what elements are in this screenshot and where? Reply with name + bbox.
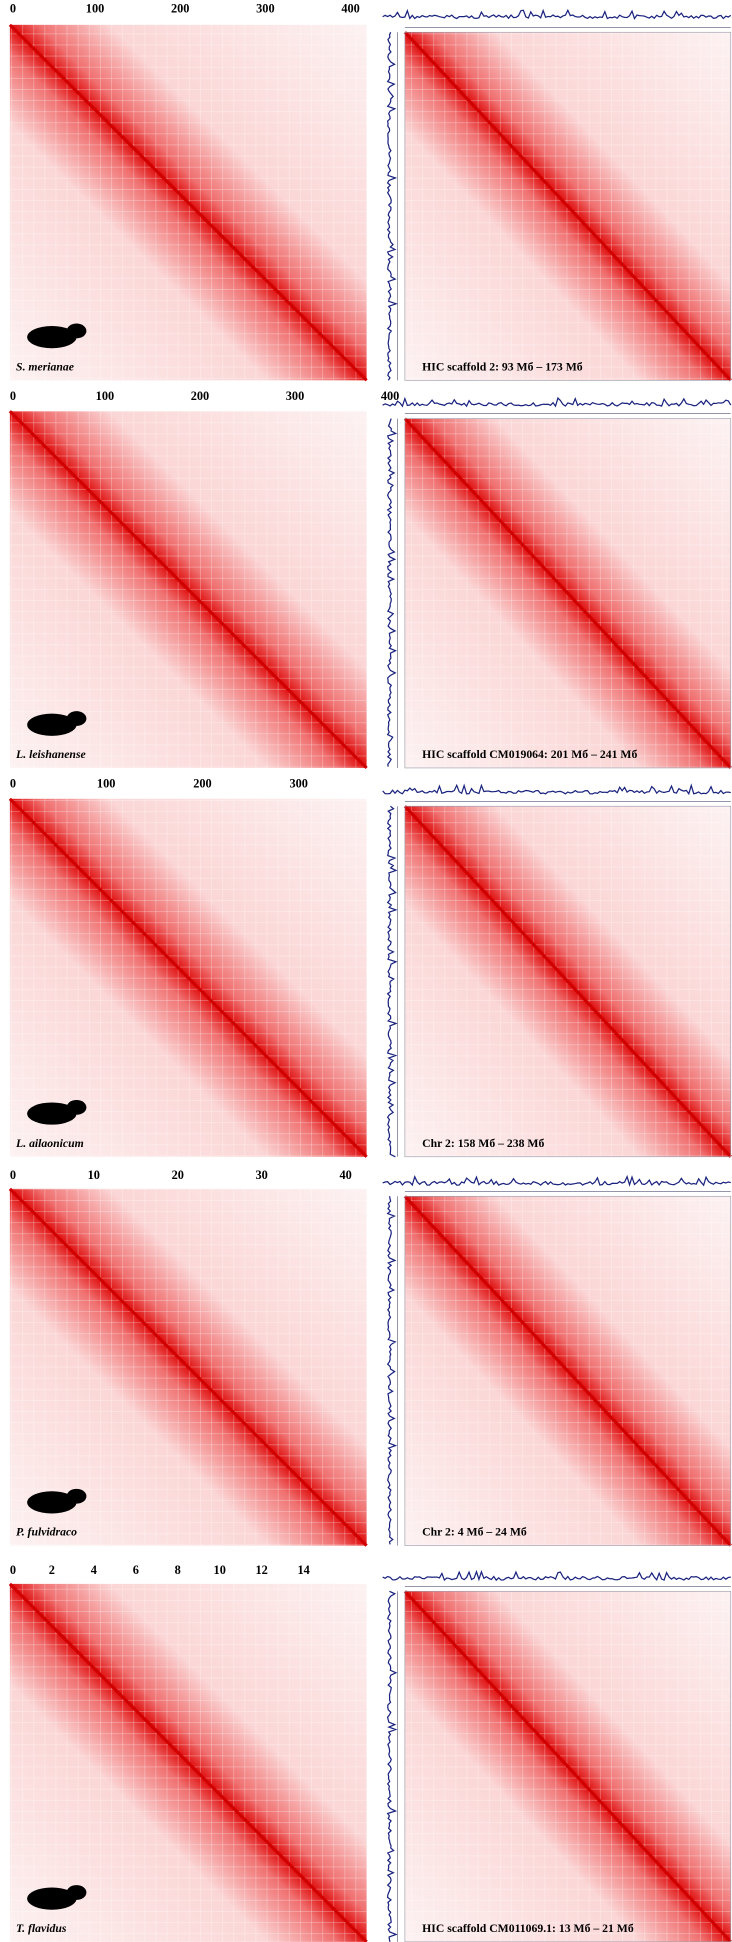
axis-tick-label: 0 xyxy=(10,1168,16,1182)
axis-tick-label: 10 xyxy=(88,1168,100,1182)
silhouette xyxy=(27,713,77,736)
axis-tick-label: 10 xyxy=(214,1563,226,1577)
diagonal xyxy=(403,1195,732,1547)
axis-tick-label: 2 xyxy=(49,1563,55,1577)
silhouette-head xyxy=(66,323,87,339)
axis-tick-label: 200 xyxy=(191,389,210,403)
axis-tick-label: 100 xyxy=(97,777,116,791)
axis-tick-label: 300 xyxy=(256,1,275,15)
species-name: L. leishanense xyxy=(15,748,86,761)
hic-frame xyxy=(404,1195,732,1546)
diagonal xyxy=(403,417,732,769)
coverage-track-top xyxy=(382,783,731,796)
axis-tick-label: 20 xyxy=(172,1168,184,1182)
species-name: P. fulvidraco xyxy=(16,1526,77,1539)
axis-tick-label: 100 xyxy=(96,389,115,403)
region-label: HIC scaffold 2: 93 Мб – 173 Мб xyxy=(422,360,583,373)
region-label: HIC scaffold CM019064: 201 Мб – 241 Мб xyxy=(422,748,637,761)
coverage-track-left xyxy=(386,418,398,767)
diagonal xyxy=(403,1590,732,1942)
coverage-track-left xyxy=(386,31,398,381)
coverage-track-left xyxy=(386,1196,398,1545)
region-label: HIC scaffold CM011069.1: 13 Мб – 21 Мб xyxy=(422,1922,634,1935)
diagonal xyxy=(8,23,368,382)
axis-tick-label: 14 xyxy=(297,1563,309,1577)
silhouette-head xyxy=(66,1099,87,1115)
region-label: Chr 2: 158 Мб – 238 Мб xyxy=(422,1137,544,1150)
axis-tick-label: 0 xyxy=(10,1,16,15)
hic-frame xyxy=(404,418,732,769)
axis-tick-label: 0 xyxy=(10,777,16,791)
coverage-track-top xyxy=(382,1569,731,1582)
diagonal xyxy=(8,797,368,1158)
diagonal xyxy=(8,1582,368,1942)
axis-tick-label: 400 xyxy=(381,389,400,403)
axis-tick-label: 400 xyxy=(341,1,360,15)
axis-tick-label: 300 xyxy=(286,389,305,403)
axis-tick-label: 300 xyxy=(289,777,308,791)
hic-frame xyxy=(404,31,732,381)
axis-tick-label: 8 xyxy=(175,1563,181,1577)
axis-tick-label: 200 xyxy=(193,777,211,791)
coverage-track-top xyxy=(382,396,732,408)
diagonal xyxy=(8,1187,368,1547)
silhouette xyxy=(27,326,77,349)
diagonal xyxy=(8,410,368,770)
axis-tick-label: 0 xyxy=(10,389,16,403)
axis-tick-label: 30 xyxy=(256,1168,268,1182)
axis-tick-label: 40 xyxy=(339,1168,351,1182)
axis-tick-label: 4 xyxy=(91,1563,97,1577)
hic-frame xyxy=(404,805,732,1158)
silhouette xyxy=(27,1102,77,1125)
species-name: S. merianae xyxy=(16,360,74,373)
axis-tick-label: 100 xyxy=(86,1,105,15)
silhouette-head xyxy=(66,711,87,726)
axis-tick-label: 200 xyxy=(171,1,189,15)
coverage-track-left xyxy=(386,1590,398,1942)
diagonal xyxy=(403,31,732,382)
species-name: T. flavidus xyxy=(16,1922,67,1935)
axis-tick-label: 12 xyxy=(256,1563,268,1577)
silhouette-head xyxy=(66,1885,87,1900)
silhouette-head xyxy=(66,1488,87,1504)
region-label: Chr 2: 4 Мб – 24 Мб xyxy=(422,1526,527,1539)
silhouette xyxy=(27,1887,77,1910)
axis-tick-label: 0 xyxy=(10,1563,16,1577)
diagonal xyxy=(403,805,732,1158)
silhouette xyxy=(27,1491,77,1514)
species-name: L. ailaonicum xyxy=(15,1137,84,1150)
axis-tick-label: 6 xyxy=(133,1563,139,1577)
coverage-track-top xyxy=(382,1174,731,1187)
coverage-track-top xyxy=(382,8,732,20)
coverage-track-left xyxy=(386,805,398,1158)
